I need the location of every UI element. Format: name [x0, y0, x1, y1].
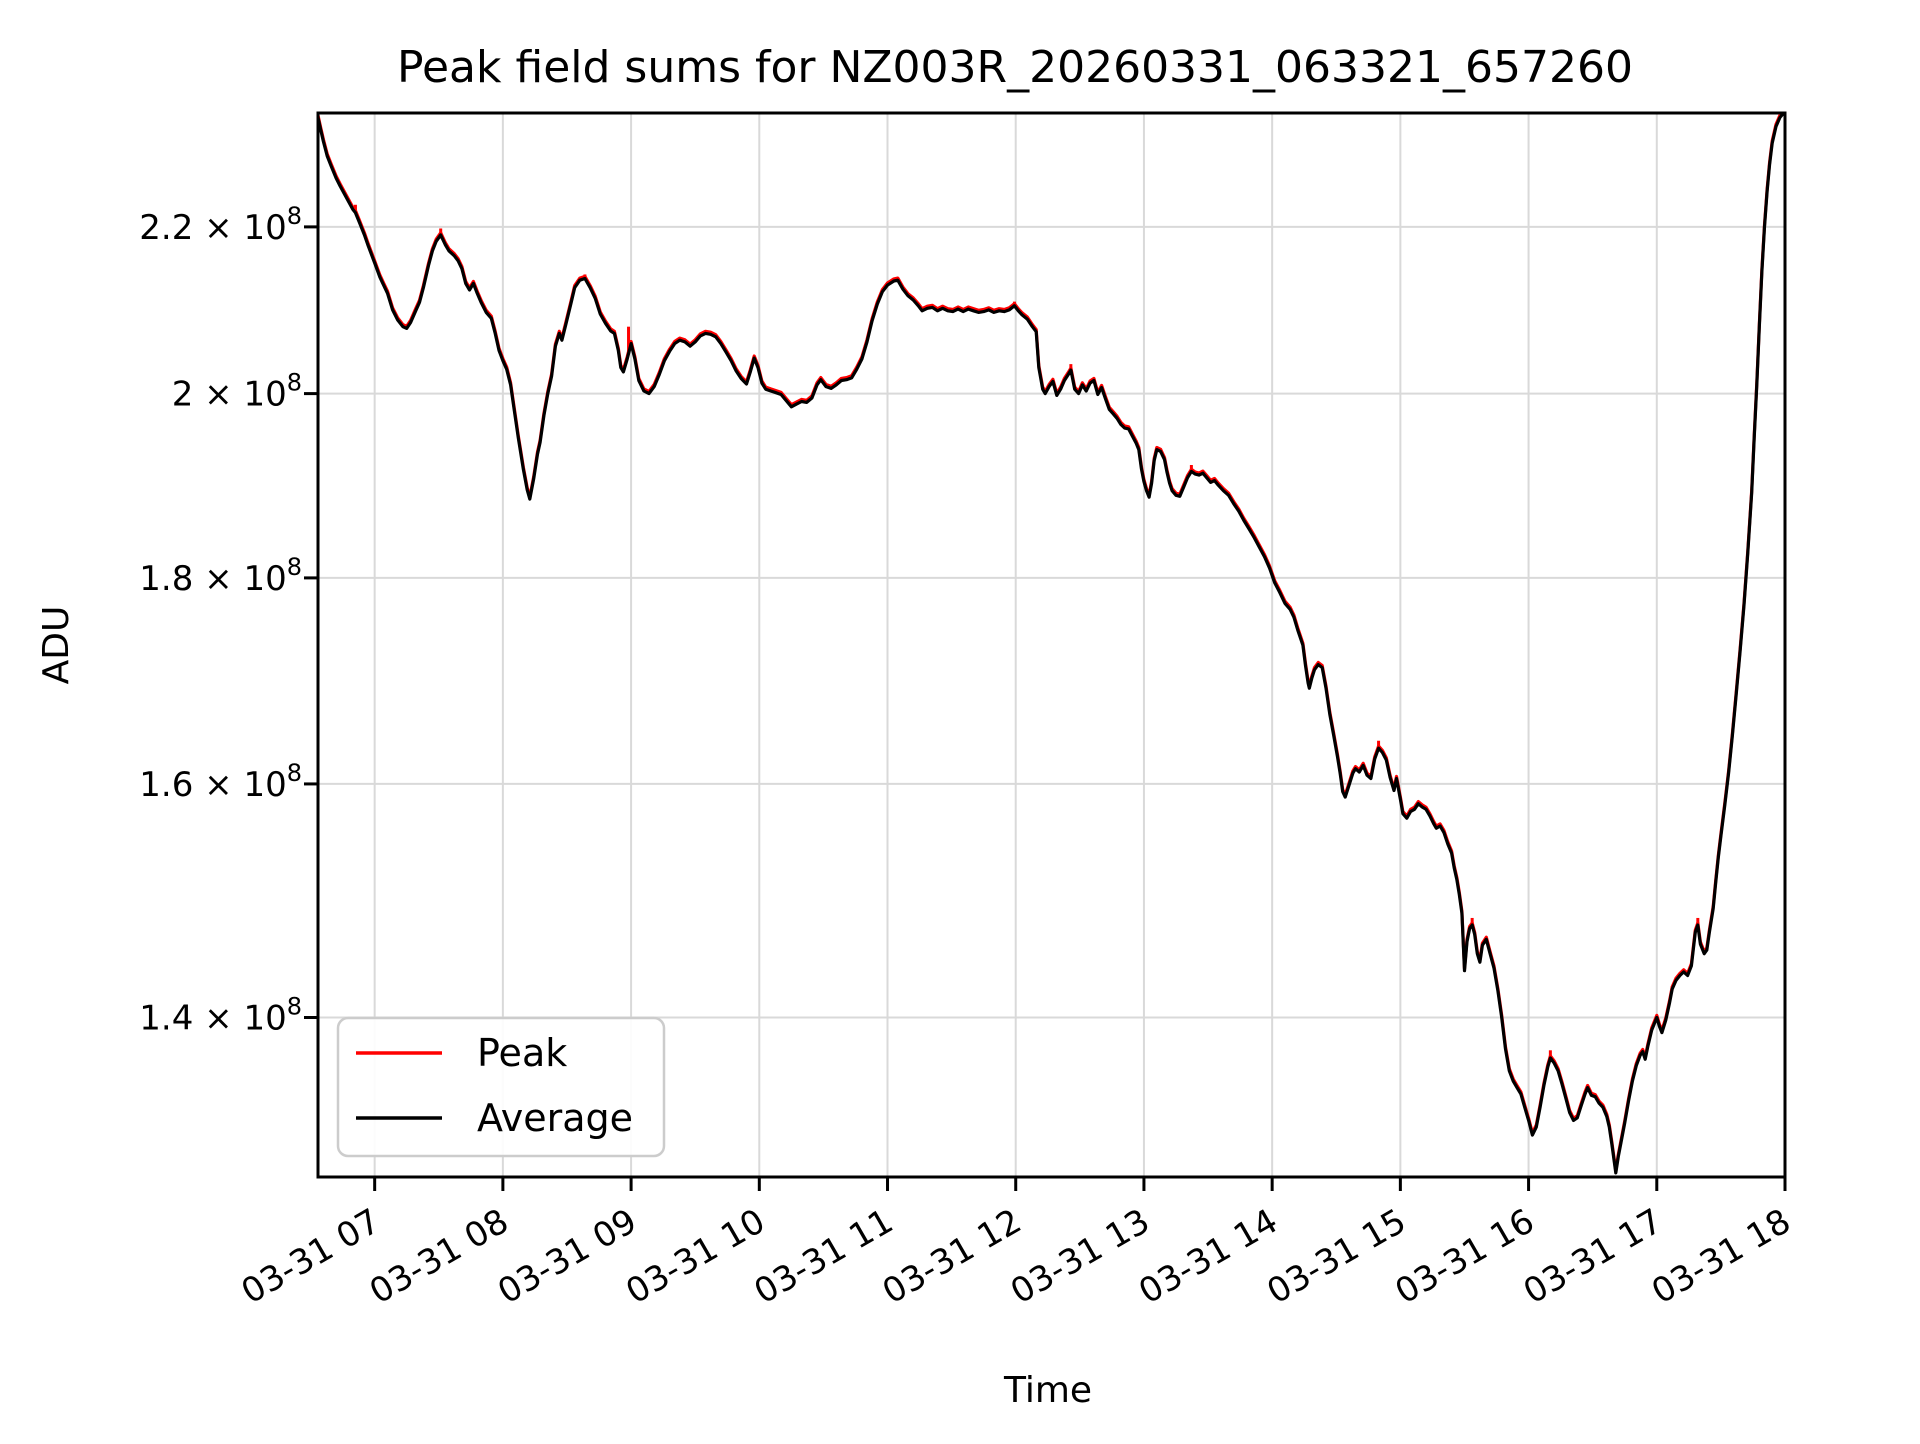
x-tick-label: 03-31 11	[748, 1201, 900, 1312]
y-tick-label: 1.8 × 108	[139, 553, 302, 599]
x-tick-label: 03-31 13	[1004, 1201, 1156, 1312]
y-tick-label: 1.4 × 108	[139, 993, 302, 1039]
x-tick-label: 03-31 07	[235, 1201, 387, 1312]
x-tick-label: 03-31 18	[1645, 1201, 1797, 1312]
x-tick-label: 03-31 08	[363, 1201, 515, 1312]
x-tick-label: 03-31 15	[1260, 1201, 1412, 1312]
y-tick-label: 2.2 × 108	[139, 202, 302, 248]
legend-label-peak: Peak	[477, 1031, 567, 1075]
series-average	[318, 113, 1785, 1175]
x-tick-label: 03-31 12	[876, 1201, 1028, 1312]
x-tick-label: 03-31 09	[491, 1201, 643, 1312]
legend-label-average: Average	[477, 1096, 633, 1140]
tick-marks	[304, 225, 1787, 1191]
y-axis-title: ADU	[36, 606, 77, 685]
series-layer	[318, 113, 1785, 1175]
y-tick-label: 1.6 × 108	[139, 759, 302, 805]
chart-title: Peak field sums for NZ003R_20260331_0633…	[397, 42, 1633, 93]
x-tick-label: 03-31 16	[1389, 1201, 1541, 1312]
legend: Peak Average	[336, 1016, 666, 1158]
x-tick-label: 03-31 10	[619, 1201, 771, 1312]
x-axis-title: Time	[1003, 1370, 1092, 1411]
x-tick-label: 03-31 14	[1132, 1201, 1284, 1312]
series-peak	[318, 113, 1785, 1173]
x-tick-label: 03-31 17	[1517, 1201, 1669, 1312]
y-tick-label: 2 × 108	[172, 369, 302, 415]
plot-area-border	[316, 111, 1787, 1179]
